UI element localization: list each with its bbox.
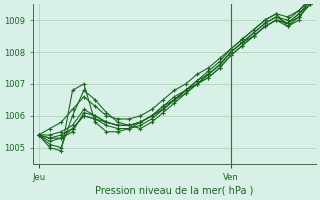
X-axis label: Pression niveau de la mer( hPa ): Pression niveau de la mer( hPa )	[95, 186, 253, 196]
